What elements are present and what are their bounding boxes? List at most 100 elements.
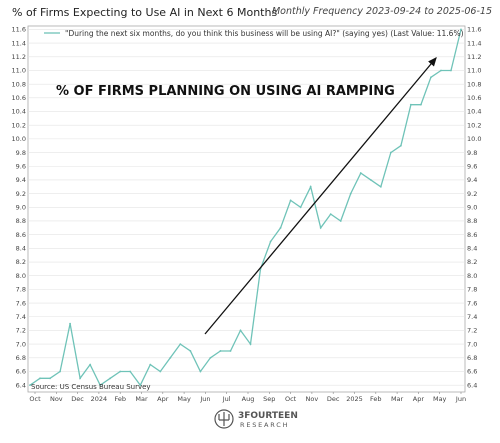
plot-frame: [27, 25, 466, 393]
data-point: [460, 28, 462, 31]
y-tick-label: 11.2: [12, 53, 26, 61]
x-axis: Oct Nov Dec 2024 Feb Mar Apr May Jun Jul Aug Sep Oct…: [29, 392, 466, 403]
trident-logo-icon: [214, 409, 234, 429]
y-tick-label: 8.2: [16, 258, 26, 266]
y-tick-label: 10.2: [467, 121, 481, 129]
y-tick-label: 10.0: [467, 135, 481, 143]
y-tick-label: 7.8: [467, 286, 477, 294]
y-tick-label: 9.0: [467, 203, 477, 211]
x-tick-label: 2025: [346, 395, 363, 403]
y-tick-label: 10.4: [12, 108, 26, 116]
x-tick-label: Feb: [370, 395, 382, 403]
y-tick-label: 8.4: [16, 245, 26, 253]
x-tick-label: Jul: [222, 395, 231, 403]
x-tick-label: Dec: [327, 395, 340, 403]
x-tick-label: Jun: [199, 395, 210, 403]
y-tick-label: 9.2: [467, 190, 477, 198]
trend-arrow: [204, 57, 437, 335]
series-points: [29, 28, 462, 387]
y-tick-label: 6.4: [16, 381, 26, 389]
x-tick-label: May: [177, 395, 191, 403]
y-tick-label: 7.4: [16, 313, 26, 321]
y-tick-label: 11.6: [467, 26, 481, 34]
data-point: [99, 384, 102, 387]
gridlines: [28, 29, 465, 386]
y-tick-label: 8.0: [467, 272, 477, 280]
y-tick-label: 11.0: [12, 67, 26, 75]
data-point: [189, 350, 192, 352]
x-tick-label: Sep: [263, 395, 275, 403]
data-point: [279, 226, 282, 229]
data-point: [339, 220, 342, 222]
data-point: [219, 350, 222, 352]
x-tick-label: Mar: [135, 395, 148, 403]
x-tick-label: Nov: [306, 395, 319, 403]
y-tick-label: 10.4: [467, 108, 481, 116]
x-tick-label: 2024: [91, 395, 108, 403]
y-tick-label: 9.8: [467, 149, 477, 157]
x-tick-label: Nov: [50, 395, 63, 403]
y-tick-label: 7.8: [16, 286, 26, 294]
data-point: [269, 240, 272, 243]
y-tick-label: 9.8: [16, 149, 26, 157]
y-tick-label: 11.6: [12, 26, 26, 34]
y-tick-label: 10.8: [467, 80, 481, 88]
data-point: [129, 370, 132, 373]
y-tick-label: 9.0: [16, 203, 26, 211]
data-point: [369, 179, 372, 181]
data-point: [359, 172, 362, 174]
y-tick-label: 6.8: [467, 354, 477, 362]
y-tick-label: 10.0: [12, 135, 26, 143]
y-tick-label: 8.0: [16, 272, 26, 280]
data-point: [389, 151, 392, 154]
data-point: [239, 329, 242, 332]
y-tick-label: 7.2: [16, 327, 26, 335]
data-point: [329, 213, 332, 216]
y-tick-label: 10.2: [12, 121, 26, 129]
x-tick-label: Oct: [285, 395, 297, 403]
brand-logo: 3FOURTEEN RESEARCH: [214, 409, 298, 429]
data-point: [109, 377, 112, 380]
logo-line2: RESEARCH: [240, 421, 289, 429]
legend-entry: "During the next six months, do you thin…: [65, 29, 464, 38]
data-point: [59, 370, 61, 373]
data-point: [139, 384, 142, 387]
x-tick-label: Feb: [114, 395, 126, 403]
y-tick-label: 9.4: [467, 176, 477, 184]
y-tick-label: 9.6: [16, 162, 26, 170]
source-note: Source: US Census Bureau Survey: [31, 383, 151, 391]
data-point: [119, 370, 122, 373]
x-tick-label: Apr: [413, 395, 425, 403]
y-axis-right: 6.4 6.6 6.8 7.0 7.2 7.4 7.6 7.8 8.0 8.2 8.4 8.6 8.8 9…: [467, 26, 481, 390]
x-tick-label: Apr: [157, 395, 169, 403]
y-tick-label: 7.0: [467, 340, 477, 348]
y-tick-label: 10.6: [12, 94, 26, 102]
y-tick-label: 11.4: [467, 39, 481, 47]
data-point: [149, 363, 152, 366]
y-tick-label: 10.6: [467, 94, 481, 102]
y-tick-label: 6.6: [16, 368, 26, 376]
y-tick-label: 11.2: [467, 53, 481, 61]
data-point: [450, 69, 452, 72]
y-tick-label: 10.8: [12, 80, 26, 88]
y-tick-label: 6.4: [467, 381, 477, 389]
series-line: [29, 29, 462, 387]
data-point: [39, 377, 41, 380]
y-tick-label: 9.4: [16, 176, 26, 184]
data-point: [420, 103, 422, 106]
x-tick-label: Dec: [71, 395, 84, 403]
data-point: [409, 103, 412, 106]
y-tick-label: 8.8: [16, 217, 26, 225]
data-point: [89, 363, 92, 366]
data-point: [69, 322, 71, 325]
data-point: [229, 350, 232, 352]
y-tick-label: 7.6: [16, 299, 26, 307]
y-tick-label: 6.8: [16, 354, 26, 362]
data-point: [299, 206, 302, 209]
y-tick-label: 8.4: [467, 245, 477, 253]
x-tick-label: May: [433, 395, 447, 403]
data-point: [249, 343, 252, 346]
data-point: [399, 144, 402, 147]
y-tick-label: 11.4: [12, 39, 26, 47]
